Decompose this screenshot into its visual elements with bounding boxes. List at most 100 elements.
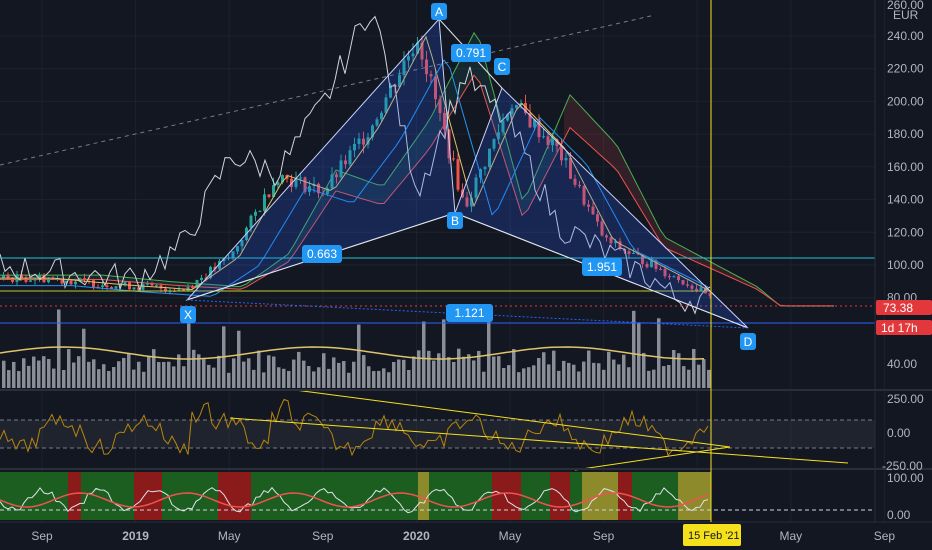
candle-body bbox=[497, 132, 500, 140]
volume-bar bbox=[482, 371, 486, 388]
volume-bar bbox=[337, 362, 341, 388]
candle-body bbox=[344, 160, 347, 165]
volume-bar bbox=[632, 310, 636, 388]
oscillator-2-block bbox=[134, 472, 162, 520]
volume-bar bbox=[257, 350, 261, 388]
candle-body bbox=[686, 284, 689, 286]
volume-bar bbox=[467, 354, 471, 388]
candle-body bbox=[366, 137, 370, 145]
oscillator-2-block bbox=[550, 472, 570, 520]
candle-body bbox=[398, 75, 401, 88]
time-axis-label: 2020 bbox=[403, 529, 430, 543]
volume-bar bbox=[342, 361, 346, 388]
candle-body bbox=[465, 197, 469, 207]
comparison-line bbox=[0, 15, 711, 315]
candle-body bbox=[605, 235, 608, 238]
volume-bar bbox=[307, 366, 311, 388]
volume-bar bbox=[582, 361, 586, 388]
volume-bar bbox=[167, 361, 171, 388]
oscillator-2-line bbox=[0, 486, 709, 514]
candle-body bbox=[425, 59, 428, 75]
candle-body bbox=[92, 280, 95, 287]
candle-body bbox=[623, 249, 626, 252]
oscillator-2-block bbox=[632, 472, 647, 520]
candle-body bbox=[195, 279, 199, 288]
price-tick-label: 240.00 bbox=[887, 29, 924, 43]
cursor-date-tag bbox=[683, 524, 741, 546]
candle-body bbox=[564, 157, 568, 161]
candle-body bbox=[546, 136, 550, 146]
countdown-tag bbox=[876, 320, 932, 335]
volume-bar bbox=[687, 369, 691, 388]
pattern-point-b: B bbox=[451, 214, 459, 228]
pattern-point-a-box bbox=[431, 3, 447, 20]
candle-body bbox=[609, 237, 613, 244]
candle-body bbox=[600, 221, 604, 236]
volume-bar bbox=[147, 355, 151, 388]
candle-body bbox=[29, 280, 32, 282]
oscillator-2-block bbox=[663, 472, 678, 520]
candle-body bbox=[6, 275, 10, 278]
volume-bar bbox=[297, 351, 301, 388]
candle-body bbox=[402, 60, 406, 76]
volume-ma-line bbox=[0, 346, 705, 360]
pattern-point-c: C bbox=[498, 60, 507, 74]
pattern-point-d-box bbox=[740, 333, 756, 350]
time-axis[interactable]: Sep2019MaySep2020MaySep2021MaySep bbox=[31, 529, 895, 543]
volume-bar bbox=[197, 354, 201, 388]
candle-body bbox=[659, 268, 662, 270]
volume-bar bbox=[427, 350, 431, 388]
candle-body bbox=[38, 275, 41, 280]
candle-body bbox=[150, 283, 154, 286]
volume-bar bbox=[37, 360, 41, 388]
volume-bar bbox=[202, 359, 206, 388]
volume-bar bbox=[642, 352, 646, 388]
volume-bar bbox=[282, 368, 286, 388]
volume-bar bbox=[707, 369, 711, 388]
candle-body bbox=[672, 276, 676, 278]
cloud-span-a bbox=[0, 31, 834, 307]
candle-body bbox=[182, 289, 185, 291]
volume-bar bbox=[242, 361, 246, 388]
candle-body bbox=[330, 174, 334, 189]
volume-bar bbox=[357, 324, 361, 388]
volume-bar bbox=[12, 361, 16, 388]
pattern-point-x-box bbox=[180, 306, 196, 323]
volume-bar bbox=[132, 369, 136, 388]
oscillator-1-tick-label: 0.00 bbox=[887, 426, 911, 440]
candle-body bbox=[528, 113, 532, 128]
price-tick-label: 220.00 bbox=[887, 62, 924, 76]
volume-bar bbox=[507, 365, 511, 388]
oscillator-1-tick-label: -250.00 bbox=[882, 459, 923, 473]
candle-body bbox=[560, 145, 563, 161]
volume-bar bbox=[187, 311, 191, 388]
volume-bar bbox=[217, 355, 221, 388]
volume-bar bbox=[607, 351, 611, 388]
volume-bar bbox=[77, 356, 81, 388]
volume-bar bbox=[192, 349, 196, 388]
volume-bar bbox=[92, 359, 96, 388]
pattern-ratio-box bbox=[302, 245, 342, 263]
candle-body bbox=[569, 157, 572, 179]
candle-body bbox=[384, 97, 388, 113]
oscillator-1-pane[interactable] bbox=[0, 390, 875, 468]
volume-bar bbox=[102, 364, 106, 388]
volume-bar bbox=[407, 369, 411, 388]
volume-bar bbox=[302, 360, 306, 388]
volume-bar bbox=[417, 350, 421, 388]
harmonic-pattern[interactable]: X A B C D 0.791 0.663 1.951 1.121 bbox=[180, 3, 756, 350]
price-ticks: 240.00 220.00 200.00 180.00 160.00 140.00 120.… bbox=[887, 29, 924, 371]
volume-bar bbox=[177, 354, 181, 388]
oscillator-2-block bbox=[251, 472, 265, 520]
volume-bar bbox=[672, 349, 676, 388]
oscillator-2-block bbox=[68, 472, 81, 520]
volume-bar bbox=[692, 348, 696, 388]
volume-bar bbox=[142, 371, 146, 388]
candle-body bbox=[209, 266, 212, 278]
candle-body bbox=[339, 160, 343, 178]
time-axis-label: May bbox=[779, 529, 802, 543]
candle-body bbox=[294, 178, 298, 187]
volume-bar bbox=[272, 356, 276, 388]
price-axis[interactable]: 260.00 EUR 240.00 220.00 200.00 180.00 160.0… bbox=[876, 0, 932, 522]
